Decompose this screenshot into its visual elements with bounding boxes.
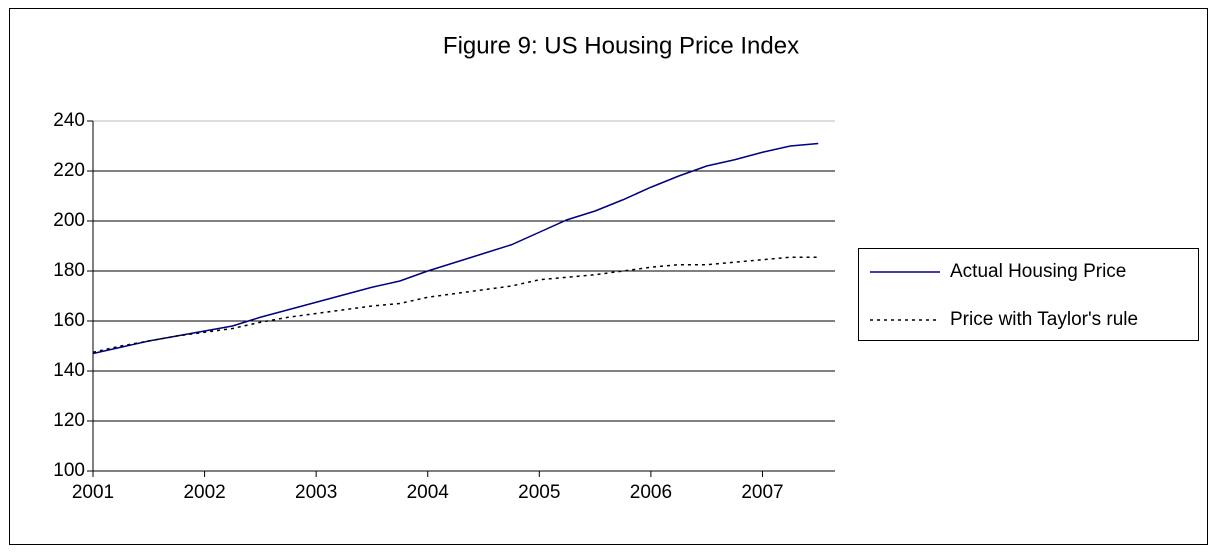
- x-tick-label: 2007: [741, 482, 783, 503]
- y-tick-label: 180: [53, 260, 85, 281]
- y-tick-label: 160: [53, 310, 85, 331]
- data-line: [92, 142, 819, 355]
- y-tick-label: 220: [53, 160, 85, 181]
- data-line: [92, 256, 819, 353]
- x-tick-label: 2003: [295, 482, 337, 503]
- legend-label: Price with Taylor's rule: [950, 309, 1138, 330]
- y-tick-label: 240: [53, 110, 85, 131]
- y-tick-label: 120: [53, 410, 85, 431]
- x-tick-label: 2004: [407, 482, 450, 503]
- chart-title: Figure 9: US Housing Price Index: [443, 32, 799, 59]
- legend-label: Actual Housing Price: [950, 261, 1126, 282]
- x-tick-label: 2002: [183, 482, 225, 503]
- x-tick-label: 2005: [518, 482, 560, 503]
- x-tick-label: 2006: [630, 482, 672, 503]
- y-tick-label: 100: [53, 460, 85, 481]
- y-tick-label: 140: [53, 360, 85, 381]
- legend-box: [858, 248, 1199, 341]
- x-tick-label: 2001: [72, 482, 114, 503]
- y-tick-label: 200: [53, 210, 85, 231]
